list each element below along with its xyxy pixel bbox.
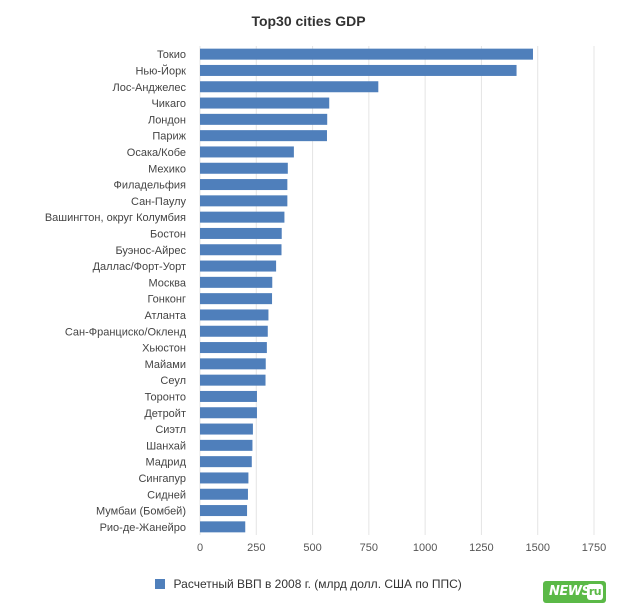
bar[interactable] xyxy=(200,113,328,125)
category-label: Филадельфия xyxy=(113,180,186,192)
bar[interactable] xyxy=(200,162,288,174)
x-tick-label: 250 xyxy=(247,542,265,554)
category-label: Сиэтл xyxy=(155,424,186,436)
bar[interactable] xyxy=(200,195,288,207)
x-axis-ticks: 0 250 500 750 1000 1250 1500 1750 xyxy=(197,542,606,554)
bar[interactable] xyxy=(200,521,246,533)
bar[interactable] xyxy=(200,342,267,354)
news-logo: NEWS ru xyxy=(543,581,606,603)
category-label: Атланта xyxy=(144,310,186,322)
bar[interactable] xyxy=(200,488,248,500)
category-label: Париж xyxy=(152,131,186,143)
category-label: Сингапур xyxy=(138,473,186,485)
logo-text: NEWS xyxy=(549,584,591,599)
category-label: Вашингтон, округ Колумбия xyxy=(45,212,186,224)
category-label: Гонконг xyxy=(147,294,186,306)
gridlines xyxy=(199,46,595,535)
bar[interactable] xyxy=(200,179,288,191)
category-label: Детройт xyxy=(144,408,186,420)
category-label: Бостон xyxy=(150,228,186,240)
x-tick-label: 1000 xyxy=(413,542,437,554)
category-label: Даллас/Форт-Уорт xyxy=(93,261,186,273)
bar[interactable] xyxy=(200,407,257,419)
category-labels: Токио Нью-Йорк Лос-Анджелес Чикаго Лондон Пар… xyxy=(45,49,187,534)
legend-label: Расчетный ВВП в 2008 г. (млрд долл. США … xyxy=(173,577,462,591)
bar[interactable] xyxy=(200,211,285,223)
bar[interactable] xyxy=(200,276,273,288)
x-tick-label: 500 xyxy=(303,542,321,554)
x-tick-label: 1750 xyxy=(582,542,606,554)
bar[interactable] xyxy=(200,456,252,468)
bar[interactable] xyxy=(200,423,253,435)
bar[interactable] xyxy=(200,244,282,256)
bar[interactable] xyxy=(200,64,517,76)
category-label: Мадрид xyxy=(145,457,186,469)
category-label: Хьюстон xyxy=(142,343,186,355)
bar[interactable] xyxy=(200,293,273,305)
chart-title: Top30 cities GDP xyxy=(251,13,366,29)
category-label: Лондон xyxy=(148,114,186,126)
category-label: Москва xyxy=(148,277,186,289)
category-label: Рио-де-Жанейро xyxy=(100,522,186,534)
category-label: Лос-Анджелес xyxy=(113,82,187,94)
category-label: Нью-Йорк xyxy=(135,64,186,77)
bar[interactable] xyxy=(200,374,266,386)
bar[interactable] xyxy=(200,390,257,402)
bar[interactable] xyxy=(200,439,253,451)
x-tick-label: 1500 xyxy=(525,542,549,554)
category-label: Сан-Франциско/Окленд xyxy=(65,326,187,338)
bar[interactable] xyxy=(200,472,249,484)
logo-mark-icon: ru xyxy=(587,584,603,600)
category-label: Осака/Кобе xyxy=(127,147,186,159)
x-tick-label: 1250 xyxy=(469,542,493,554)
bar[interactable] xyxy=(200,130,327,142)
category-label: Сан-Паулу xyxy=(131,196,187,208)
category-label: Чикаго xyxy=(151,98,186,110)
category-label: Буэнос-Айрес xyxy=(115,245,186,257)
bar[interactable] xyxy=(200,260,277,272)
category-label: Мумбаи (Бомбей) xyxy=(96,506,186,518)
bar[interactable] xyxy=(200,48,533,60)
category-label: Майами xyxy=(145,359,186,371)
bar[interactable] xyxy=(200,309,269,321)
bars xyxy=(200,48,533,533)
category-label: Шанхай xyxy=(146,440,186,452)
bar[interactable] xyxy=(200,358,266,370)
bar[interactable] xyxy=(200,146,294,158)
category-label: Сидней xyxy=(147,489,186,501)
category-label: Сеул xyxy=(160,375,186,387)
category-label: Торонто xyxy=(145,391,186,403)
x-tick-label: 0 xyxy=(197,542,203,554)
bar[interactable] xyxy=(200,505,248,517)
category-label: Мехико xyxy=(148,163,186,175)
bar[interactable] xyxy=(200,227,282,239)
legend-swatch xyxy=(155,579,166,589)
bar[interactable] xyxy=(200,81,379,93)
legend[interactable]: Расчетный ВВП в 2008 г. (млрд долл. США … xyxy=(0,577,617,591)
category-label: Токио xyxy=(157,49,186,61)
bar[interactable] xyxy=(200,97,330,109)
x-tick-label: 750 xyxy=(360,542,378,554)
bar[interactable] xyxy=(200,325,268,337)
